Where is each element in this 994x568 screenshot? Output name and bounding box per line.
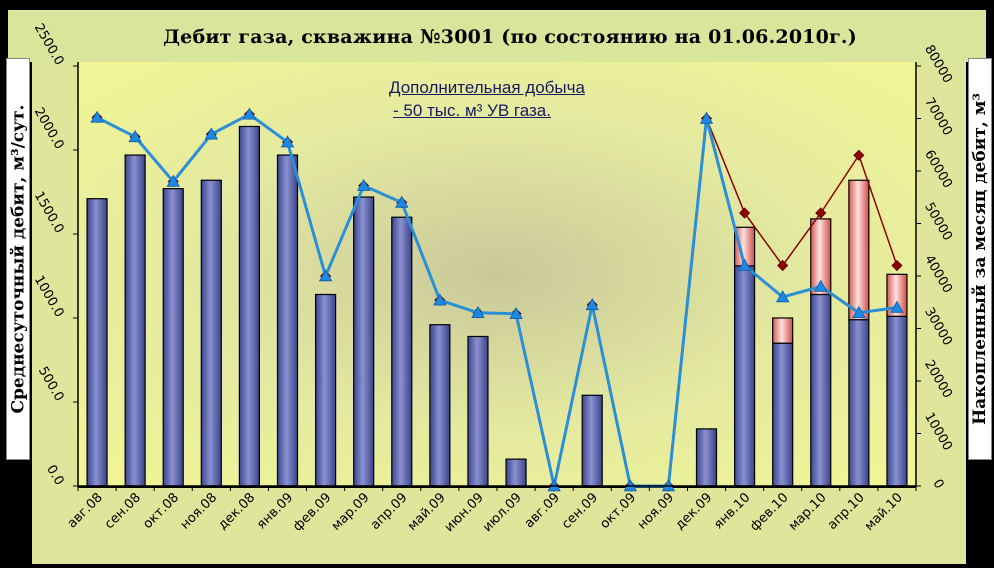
bar-extra-18 [772, 317, 794, 344]
point-cumulative-base-7 [357, 178, 371, 191]
chart-title: Дебит газа, скважина №3001 (по состоянию… [163, 26, 857, 48]
point-cumulative-base-17 [737, 258, 752, 271]
point-cumulative-base-5 [280, 135, 295, 148]
chart-annotation: Дополнительная добыча - 50 тыс. м³ УВ га… [389, 76, 649, 122]
bar-base-3 [200, 179, 222, 487]
bar-base-1 [124, 154, 146, 487]
bar-base-6 [314, 293, 337, 487]
y-axis-left-label: Среднесуточный дебит, м³/сут. [6, 58, 30, 460]
annotation-line-1: Дополнительная добыча [389, 78, 585, 97]
point-cumulative-base-0 [90, 110, 104, 123]
y-left-tick-label-5: 2500.0 [31, 21, 67, 68]
bar-base-13 [581, 394, 603, 487]
point-cumulative-total-18 [777, 259, 789, 272]
bar-base-5 [276, 154, 299, 487]
point-cumulative-base-19 [814, 279, 828, 292]
point-cumulative-total-20 [853, 149, 865, 161]
point-cumulative-total-19 [815, 207, 827, 219]
bars-group [86, 125, 908, 487]
point-cumulative-base-20 [852, 305, 866, 318]
bar-base-21 [886, 315, 908, 487]
bar-base-19 [810, 293, 832, 487]
line-cumulative-base [96, 112, 898, 488]
title-band [8, 10, 986, 62]
bar-base-8 [391, 216, 413, 487]
point-cumulative-base-9 [433, 293, 447, 306]
bar-base-0 [86, 198, 108, 487]
point-cumulative-base-18 [776, 290, 790, 303]
bar-extra-20 [848, 179, 870, 321]
point-cumulative-base-11 [509, 306, 523, 319]
bar-base-2 [162, 188, 184, 487]
y-axis-left-label-text: Среднесуточный дебит, м³/сут. [8, 104, 28, 414]
point-cumulative-base-16 [699, 111, 714, 124]
bar-base-9 [429, 324, 451, 487]
bar-base-11 [505, 458, 527, 487]
y-axis-right-label: Накопленный за месяц дебит, м³ [968, 58, 992, 460]
annotation-line-2: - 50 тыс. м³ УВ газа. [393, 101, 551, 120]
bar-base-20 [848, 319, 870, 487]
right-axis-panel [916, 62, 966, 488]
x-axis-panel [32, 488, 966, 564]
point-cumulative-total-21 [891, 259, 903, 272]
bar-base-4 [238, 125, 261, 487]
bar-base-16 [695, 428, 718, 487]
point-cumulative-base-8 [395, 195, 409, 208]
bar-extra-21 [886, 273, 908, 317]
y-axis-right-label-text: Накопленный за месяц дебит, м³ [970, 93, 991, 425]
bar-extra-19 [810, 218, 832, 296]
point-cumulative-base-2 [166, 174, 180, 187]
bar-base-10 [467, 335, 489, 487]
bar-base-18 [772, 342, 794, 487]
point-cumulative-base-3 [204, 127, 218, 140]
point-cumulative-base-13 [585, 298, 599, 311]
point-cumulative-base-4 [242, 107, 257, 120]
bar-base-17 [733, 265, 756, 487]
point-cumulative-base-10 [471, 305, 485, 318]
bar-base-7 [353, 196, 375, 487]
left-axis-panel [32, 62, 78, 488]
point-cumulative-total-17 [739, 207, 751, 219]
lines-group [90, 107, 904, 492]
point-cumulative-base-6 [318, 269, 333, 282]
point-cumulative-base-1 [128, 130, 142, 143]
point-cumulative-base-21 [890, 300, 904, 313]
